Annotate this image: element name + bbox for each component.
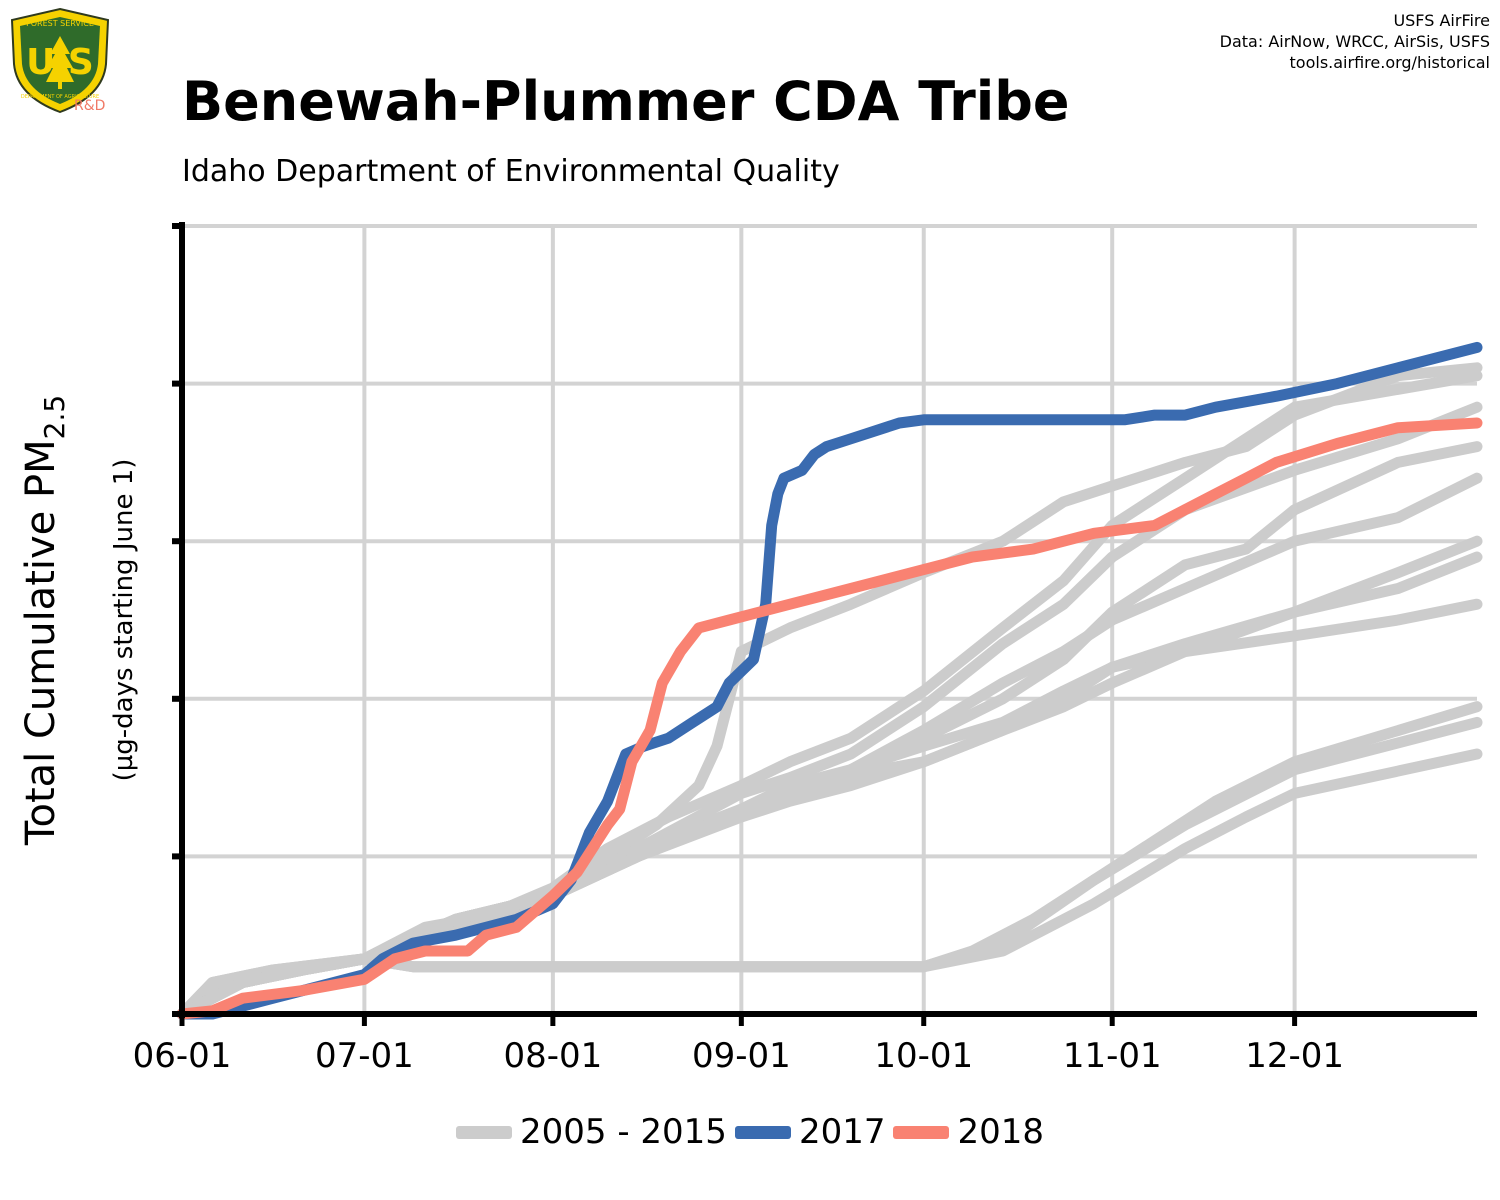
series-line-2017-11 <box>176 341 1483 1020</box>
series-line-2005-2015-5 <box>176 401 1483 1020</box>
rd-label: R&D <box>74 98 106 114</box>
y-axis-sublabel: (µg-days starting June 1) <box>109 459 139 782</box>
series-lines <box>176 341 1483 1020</box>
axes <box>172 222 1477 1026</box>
credit-line-url: tools.airfire.org/historical <box>1289 53 1490 72</box>
legend-label-2005-2015: 2005 - 2015 <box>519 1112 727 1152</box>
usfs-shield-logo: FOREST SERVICE U S DEPARTMENT OF AGRICUL… <box>10 7 110 114</box>
chart-title: Benewah-Plummer CDA Tribe <box>182 70 1070 133</box>
legend: 2005 - 2015 2017 2018 <box>0 1112 1500 1152</box>
x-tick-label-1: 07-01 <box>315 1036 414 1076</box>
x-tick-label-3: 09-01 <box>692 1036 791 1076</box>
legend-swatch-2018 <box>893 1125 950 1139</box>
series-line-2005-2015-10 <box>176 441 1483 1020</box>
chart-subtitle: Idaho Department of Environmental Qualit… <box>182 154 840 189</box>
series-line-2018-12 <box>176 417 1483 1020</box>
y-axis-label-subscript: 2.5 <box>38 395 71 440</box>
logo-bottom-text: DEPARTMENT OF AGRICULTURE <box>21 94 99 100</box>
legend-item-2018: 2018 <box>893 1112 1044 1152</box>
x-tick-label-2: 08-01 <box>503 1036 602 1076</box>
credit-line-data: Data: AirNow, WRCC, AirSis, USFS <box>1219 32 1490 51</box>
legend-swatch-2017 <box>734 1125 791 1139</box>
legend-item-2005-2015: 2005 - 2015 <box>455 1112 727 1152</box>
x-tick-label-6: 12-01 <box>1245 1036 1344 1076</box>
legend-label-2017: 2017 <box>798 1112 886 1152</box>
x-tick-label-0: 06-01 <box>133 1036 232 1076</box>
credit-line-agency: USFS AirFire <box>1393 11 1490 30</box>
legend-swatch-2005-2015 <box>455 1125 512 1139</box>
legend-item-2017: 2017 <box>734 1112 886 1152</box>
x-tick-label-5: 11-01 <box>1063 1036 1162 1076</box>
x-tick-labels: 06-01 07-01 08-01 09-01 10-01 11-01 12-01 <box>133 1036 1344 1076</box>
credits: USFS AirFire Data: AirNow, WRCC, AirSis,… <box>1220 10 1490 73</box>
legend-label-2018: 2018 <box>957 1112 1044 1152</box>
y-axis-label: Total Cumulative PM2.5 <box>18 395 71 846</box>
y-axis-label-text: Total Cumulative PM <box>18 439 64 846</box>
logo-top-text: FOREST SERVICE <box>26 19 94 28</box>
x-tick-label-4: 10-01 <box>874 1036 973 1076</box>
